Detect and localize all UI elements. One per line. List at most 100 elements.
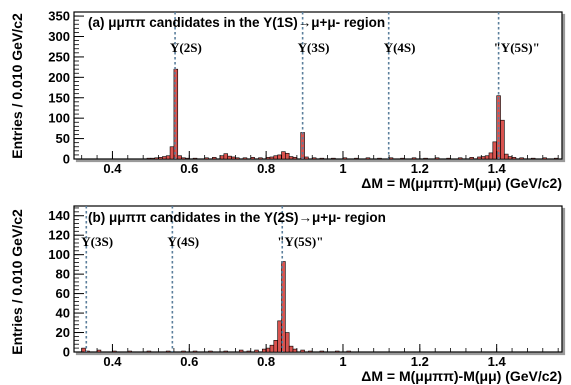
panel-a-y-tick-label: 150 <box>48 90 70 105</box>
panel-a-resonance-label: Υ(4S) <box>384 40 416 55</box>
panel-a-histogram-bar <box>300 132 305 160</box>
panel-a-y-tick-label: 50 <box>56 131 70 146</box>
panel-a-histogram-bar <box>469 157 474 160</box>
panel-a-x-tick-label: 0.6 <box>180 161 198 176</box>
panel-b-histogram-bar <box>96 349 102 353</box>
panel-b-histogram-bar <box>308 350 313 353</box>
panel-a-histogram-bar <box>150 157 155 160</box>
panel-a-histogram-bar <box>258 157 263 160</box>
panel-a-histogram-bar <box>177 155 182 160</box>
panel-b-x-axis-label: ΔM = M(μμππ)-M(μμ) (GeV/c2) <box>361 368 562 384</box>
panel-a-histogram-bar <box>530 157 536 160</box>
panel-a-y-axis-label: Entries / 0.010 GeV/c2 <box>9 13 25 159</box>
panel-a-histogram-bar <box>319 157 325 160</box>
panel-a-histogram-bar <box>162 156 167 160</box>
panel-a-histogram-bar <box>304 156 309 160</box>
panel-a-histogram-bar <box>277 154 282 160</box>
panel-b-resonance-label: Υ(4S) <box>167 234 199 249</box>
panel-b: Υ(3S) Υ(4S) "Υ(5S)" 0.4 0.6 0.8 1 1.2 1.4 0 20 40 60… <box>9 205 563 384</box>
panel-b-title: (b) μμππ candidates in the Υ(2S)→μ+μ- re… <box>88 210 386 225</box>
panel-a-histogram-bar <box>158 157 163 160</box>
panel-b-histogram-bar <box>300 349 305 353</box>
panel-b-histogram-bar <box>238 349 244 353</box>
panel-a-histogram-bar <box>365 157 371 160</box>
panel-b-x-tick-label: 0.6 <box>180 354 198 369</box>
panel-a-y-tick-label: 100 <box>48 111 70 126</box>
panel-a-histogram-bar <box>185 157 190 160</box>
panel-b-y-tick-label: 60 <box>56 286 70 301</box>
panel-b-histogram-bar <box>246 350 252 353</box>
panel-a-histogram-bar <box>504 153 509 160</box>
panel-a-resonance-label: "Υ(5S)" <box>494 40 540 55</box>
panel-a-x-axis-label: ΔM = M(μμππ)-M(μμ) (GeV/c2) <box>361 175 562 191</box>
panel-a-x-tick-label: 1 <box>339 161 346 176</box>
panel-a-histogram-bar <box>481 156 486 160</box>
panel-a-histogram-bar <box>212 157 217 160</box>
panel-a-x-tick-label: 1.4 <box>488 161 507 176</box>
panel-a-histogram-bar <box>154 157 159 160</box>
panel-a-histogram-bar <box>242 157 248 160</box>
panel-b-histogram-bar <box>265 347 271 353</box>
panel-a-histogram-bar <box>331 157 336 160</box>
panel-a-histogram-bar <box>169 146 175 160</box>
panel-a-y-tick-label: 200 <box>48 70 70 85</box>
panel-b-histogram-bar <box>288 345 294 353</box>
panel-a-title: (a) μμππ candidates in the Υ(1S)→μ+μ- re… <box>88 15 385 30</box>
panel-a-x-tick-label: 1.2 <box>411 161 429 176</box>
panel-a-histogram-bar <box>146 157 152 160</box>
panel-a-y-tick-label: 0 <box>63 152 70 167</box>
panel-a-histogram-bar <box>519 157 524 160</box>
panel-b-histogram-bar <box>334 350 340 353</box>
panel-a-histogram-bar <box>457 157 463 160</box>
panel-b-resonance-label: "Υ(5S)" <box>277 234 323 249</box>
panel-a-histogram-bar <box>265 157 271 160</box>
panel-b-x-tick-label: 1.4 <box>488 354 507 369</box>
panel-a-histogram-bar <box>204 157 209 160</box>
panel-a-histogram-bar <box>492 141 497 160</box>
panel-b-histogram-bar <box>346 350 351 353</box>
panel-a-histogram-bar <box>281 151 286 160</box>
panel-a-histogram-bar <box>219 155 225 160</box>
panel-a-histogram-bar <box>181 157 186 160</box>
panel-a-histogram-bar <box>288 156 294 160</box>
panel-b-resonance-label: Υ(3S) <box>81 234 113 249</box>
panel-b-histogram-bar <box>277 320 282 353</box>
panel-a-histogram-bar <box>273 155 278 160</box>
panel-b-y-tick-label: 80 <box>56 267 70 282</box>
panel-b-histogram-bar <box>81 347 86 353</box>
panel-a-histogram-bar <box>542 157 547 160</box>
panel-a: Υ(2S) Υ(3S) Υ(4S) "Υ(5S)" 0.4 0.6 0.8 1 1.2 1.4 0 5… <box>9 9 563 191</box>
panel-a-x-tick-label: 0.8 <box>257 161 275 176</box>
panel-a-histogram-bar <box>311 157 317 160</box>
panel-a-histogram-bar <box>354 157 359 160</box>
panel-b-x-tick-label: 1.2 <box>411 354 429 369</box>
panel-a-histogram-bar <box>269 156 275 160</box>
panel-b-histogram-bar <box>181 350 186 353</box>
panel-b-histogram-bar <box>273 340 278 353</box>
panel-a-resonance-label: Υ(3S) <box>298 40 330 55</box>
panel-a-histogram-bar <box>554 157 559 160</box>
panel-a-histogram-bar <box>165 155 171 160</box>
panel-a-histogram-bar <box>488 152 494 160</box>
panel-b-histogram-bar <box>319 350 325 353</box>
panel-b-histogram-bar <box>146 350 152 353</box>
panel-b-y-tick-label: 0 <box>63 345 70 360</box>
panel-b-x-tick-label: 1 <box>339 354 346 369</box>
panel-b-histogram-bar <box>208 350 213 353</box>
panel-b-histogram-bar <box>261 348 267 353</box>
panel-b-y-tick-label: 100 <box>48 247 70 262</box>
panel-b-histogram-bar <box>165 350 171 353</box>
panel-a-histogram-bar <box>446 157 451 160</box>
panel-a-histogram-bar <box>342 157 348 160</box>
panel-a-histogram-bar <box>511 157 517 160</box>
panel-b-histogram-bar <box>223 350 229 353</box>
panel-a-histogram-bar <box>507 156 513 160</box>
panel-a-histogram-bar <box>227 155 232 160</box>
panel-a-histogram-bar <box>285 152 290 160</box>
panel-a-histogram-bar <box>500 119 505 160</box>
panel-b-histogram-bar <box>292 348 298 353</box>
panel-b-histogram-bar <box>285 332 290 353</box>
panel-b-y-tick-label: 140 <box>48 208 70 223</box>
panel-a-y-tick-label: 300 <box>48 29 70 44</box>
